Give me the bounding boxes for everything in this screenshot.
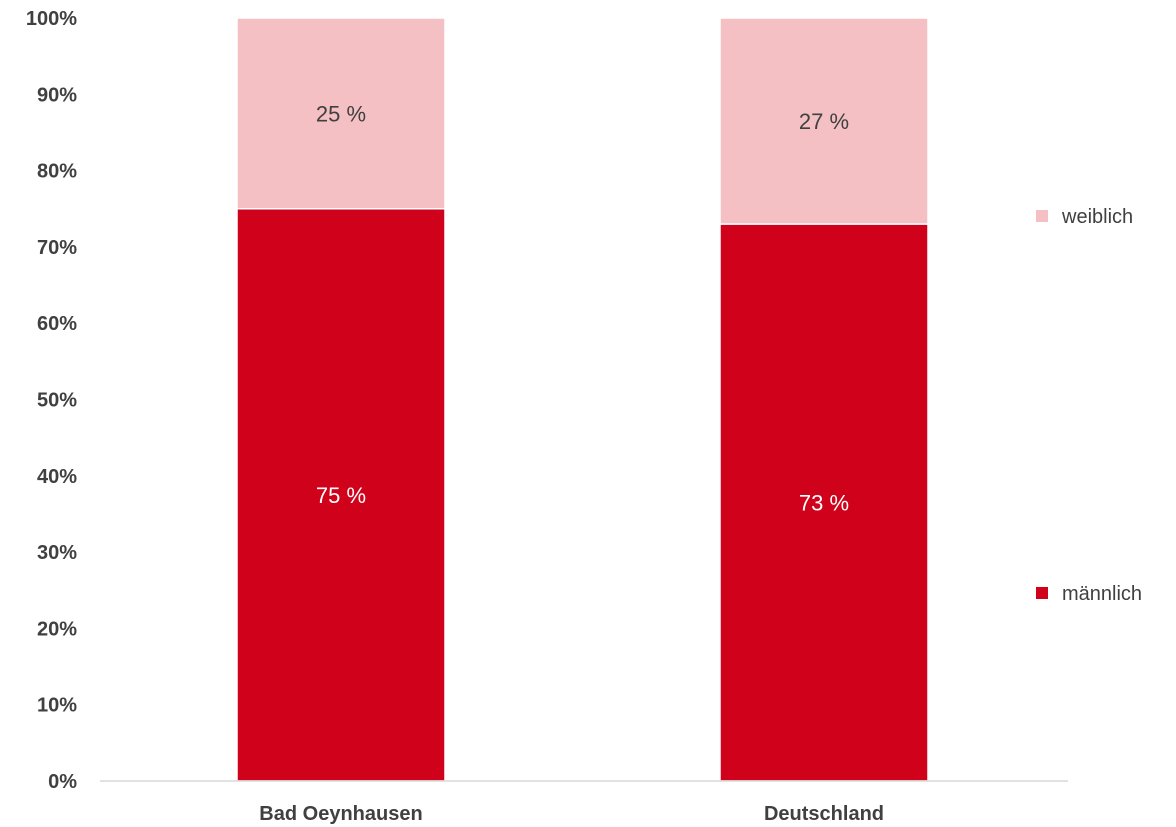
- bars: [236, 17, 929, 782]
- bar-segment-maennlich: [236, 208, 446, 782]
- x-tick-label: Deutschland: [764, 803, 884, 825]
- bar-segment-weiblich: [719, 17, 929, 225]
- data-label: 75 %: [316, 483, 366, 508]
- y-tick-label: 80%: [37, 161, 77, 183]
- legend-swatch: [1036, 210, 1048, 222]
- data-label: 27 %: [799, 109, 849, 134]
- data-labels: 75 % 25 % 73 % 27 %: [316, 101, 849, 515]
- legend-swatch: [1036, 587, 1048, 599]
- data-label: 25 %: [316, 101, 366, 126]
- y-tick-label: 40%: [37, 466, 77, 488]
- y-tick-label: 10%: [37, 695, 77, 717]
- y-tick-label: 70%: [37, 237, 77, 259]
- y-tick-label: 30%: [37, 542, 77, 564]
- data-label: 73 %: [799, 491, 849, 516]
- y-tick-label: 100%: [26, 8, 77, 30]
- y-tick-label: 20%: [37, 618, 77, 640]
- bar-segment-weiblich: [236, 17, 446, 210]
- legend-label: männlich: [1062, 583, 1142, 605]
- legend: weiblich männlich: [1036, 206, 1142, 605]
- y-tick-label: 60%: [37, 313, 77, 335]
- y-tick-label: 0%: [48, 771, 77, 793]
- y-axis-ticks: 0% 10% 20% 30% 40% 50% 60% 70% 80% 90% 100%: [26, 8, 77, 793]
- legend-label: weiblich: [1061, 206, 1133, 228]
- y-tick-label: 90%: [37, 84, 77, 106]
- x-tick-label: Bad Oeynhausen: [259, 803, 422, 825]
- y-tick-label: 50%: [37, 390, 77, 412]
- x-axis-ticks: Bad Oeynhausen Deutschland: [259, 803, 884, 825]
